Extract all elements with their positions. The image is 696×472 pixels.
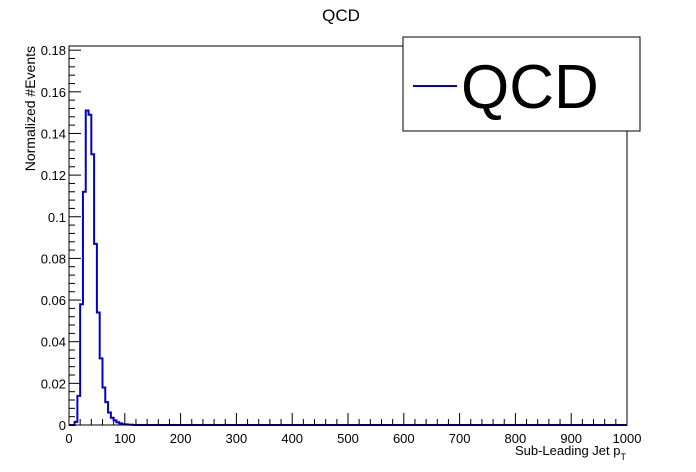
x-tick-label: 300 — [226, 431, 248, 446]
legend-box — [402, 36, 641, 132]
y-tick-label: 0.08 — [41, 251, 66, 266]
legend: QCD — [402, 36, 641, 132]
y-tick-label: 0.06 — [41, 293, 66, 308]
plot-frame — [68, 45, 628, 426]
x-tick-label: 800 — [505, 431, 527, 446]
x-tick-label: 0 — [65, 431, 72, 446]
y-tick-label: 0.18 — [41, 43, 66, 58]
y-tick-label: 0 — [59, 418, 66, 433]
x-tick-label: 1000 — [613, 431, 642, 446]
y-tick-label: 0.12 — [41, 168, 66, 183]
x-tick-label: 900 — [560, 431, 582, 446]
y-axis-ticks — [69, 49, 81, 426]
x-axis-ticks — [68, 413, 628, 425]
chart-title: QCD — [322, 6, 360, 25]
x-axis-label: Sub-Leading Jet pT — [515, 443, 627, 462]
y-tick-label: 0.1 — [48, 210, 66, 225]
y-axis-tick-labels: 0 0.02 0.04 0.06 0.08 0.1 0.12 0.14 0.16 0.18 — [41, 43, 66, 433]
y-tick-label: 0.16 — [41, 85, 66, 100]
y-tick-label: 0.04 — [41, 335, 66, 350]
x-tick-label: 700 — [449, 431, 471, 446]
x-tick-label: 400 — [281, 431, 303, 446]
series-line-qcd — [69, 109, 627, 426]
x-axis-tick-labels: 0 100 200 300 400 500 600 700 800 900 1000 — [65, 431, 641, 446]
x-tick-label: 600 — [393, 431, 415, 446]
x-tick-label: 500 — [337, 431, 359, 446]
x-axis-label-main: Sub-Leading Jet p — [515, 443, 621, 458]
x-tick-label: 100 — [114, 431, 136, 446]
x-tick-label: 200 — [170, 431, 192, 446]
x-axis-label-subscript: T — [621, 452, 627, 462]
y-tick-label: 0.14 — [41, 126, 66, 141]
legend-entry-qcd: QCD — [461, 53, 599, 122]
y-tick-label: 0.02 — [41, 376, 66, 391]
y-axis-label: Normalized #Events — [22, 46, 38, 171]
